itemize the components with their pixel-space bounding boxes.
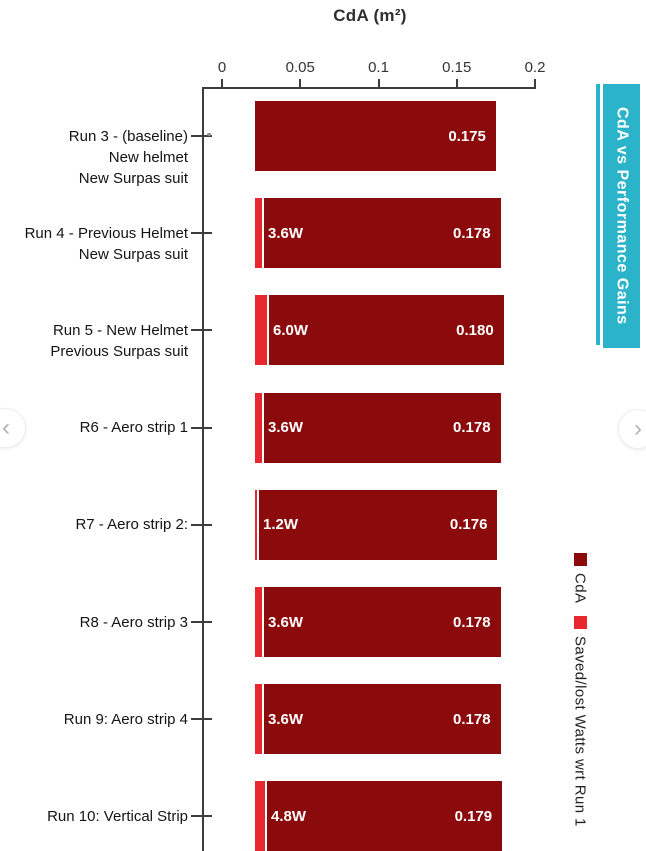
category-label: R6 - Aero strip 1: [0, 417, 188, 438]
watts-value-label: 4.8W: [271, 807, 307, 825]
watts-value-label: 3.6W: [268, 710, 304, 728]
category-label-line: New Surpas suit: [78, 245, 188, 263]
category-label: R7 - Aero strip 2:: [0, 514, 188, 535]
x-axis-tick: [299, 79, 302, 88]
y-axis-tick: [191, 815, 212, 818]
x-axis-tick: [534, 79, 536, 88]
cda-bar: 3.6W 0.178: [264, 392, 501, 463]
category-label-line: Run 4 - Previous Helmet: [24, 224, 188, 242]
chevron-right-icon: ›: [634, 415, 642, 442]
y-axis-tick: [191, 426, 212, 429]
carousel-prev-button[interactable]: ‹: [0, 408, 26, 448]
watts-value-label: 3.6W: [268, 419, 304, 437]
watts-bar: [255, 489, 257, 560]
category-label-line: Run 3 - (baseline): [68, 127, 188, 145]
zero-watt-marker: [207, 133, 211, 136]
x-axis-tick: [455, 79, 458, 88]
banner-text: CdA vs Performance Gains: [613, 107, 631, 325]
legend-swatch-cda: [573, 553, 587, 566]
cda-value-label: 0.179: [454, 807, 493, 825]
legend-swatch-watts: [573, 616, 587, 630]
category-label: R8 - Aero strip 3: [0, 612, 188, 633]
x-axis-tick-label: 0.1: [368, 59, 389, 76]
banner-accent-strip: [596, 84, 600, 345]
cda-bar: 1.2W 0.176: [259, 489, 498, 560]
banner: CdA vs Performance Gains: [603, 84, 640, 348]
chevron-left-icon: ‹: [2, 414, 10, 441]
watts-bar: [255, 392, 262, 463]
category-label: Run 9: Aero strip 4: [0, 709, 188, 730]
x-axis-tick-label: 0.2: [524, 59, 546, 76]
cda-bar: 6.0W 0.180: [269, 295, 504, 366]
y-axis-tick: [191, 523, 212, 526]
watts-value-label: 6.0W: [273, 321, 309, 339]
category-label-line: Run 10: Vertical Strip: [47, 807, 188, 825]
cda-bar: 3.6W 0.178: [264, 587, 501, 657]
cda-value-label: 0.175: [448, 127, 486, 145]
watts-value-label: 3.6W: [268, 613, 304, 631]
cda-value-label: 0.178: [453, 419, 491, 437]
cda-value-label: 0.180: [456, 321, 494, 339]
category-label-line: Run 5 - New Helmet: [52, 321, 188, 339]
category-label-line: New Surpas suit: [78, 169, 188, 187]
watts-bar: [255, 684, 262, 755]
category-label-line: R8 - Aero strip 3: [79, 613, 188, 631]
category-label-line: Run 9: Aero strip 4: [63, 710, 188, 728]
y-axis-tick: [191, 232, 212, 235]
x-axis-tick-label: 0.05: [285, 59, 315, 76]
watts-bar: [255, 198, 262, 269]
watts-bar: [255, 781, 265, 851]
chart-title: CdA (m²): [333, 6, 407, 25]
category-label: Run 10: Vertical Strip: [0, 806, 188, 827]
y-axis-line: [202, 87, 204, 851]
carousel-next-button[interactable]: ›: [618, 409, 646, 449]
cda-value-label: 0.178: [453, 710, 491, 728]
cda-value-label: 0.176: [449, 516, 488, 534]
x-axis-tick-label: 0: [217, 59, 227, 76]
watts-bar: [255, 587, 262, 657]
category-label-line: Previous Surpas suit: [50, 342, 188, 360]
category-label-line: R6 - Aero strip 1: [79, 419, 188, 437]
category-label-line: R7 - Aero strip 2:: [75, 516, 188, 534]
y-axis-tick: [191, 135, 212, 137]
category-label-line: New helmet: [108, 148, 188, 166]
category-label: Run 3 - (baseline) New helmet New Surpas s…: [0, 126, 188, 189]
legend-label-cda: CdA: [571, 573, 589, 604]
x-axis-line: [202, 87, 536, 89]
cda-bar: 0.175: [255, 101, 496, 171]
watts-bar: [255, 295, 267, 366]
cda-bar: 3.6W 0.178: [264, 198, 501, 269]
y-axis-tick: [191, 329, 212, 332]
cda-bar: 4.8W 0.179: [267, 781, 503, 851]
watts-value-label: 1.2W: [263, 516, 299, 534]
x-axis-tick-label: 0.15: [442, 59, 472, 76]
y-axis-tick: [191, 621, 212, 623]
category-label: Run 4 - Previous Helmet New Surpas suit: [0, 223, 188, 265]
y-axis-tick: [191, 718, 212, 721]
cda-value-label: 0.178: [453, 613, 491, 631]
watts-value-label: 3.6W: [268, 224, 304, 242]
x-axis-tick: [377, 79, 380, 88]
cda-value-label: 0.178: [453, 224, 491, 242]
cda-bar: 3.6W 0.178: [264, 684, 501, 755]
x-axis-tick: [221, 79, 223, 88]
legend-label-watts: Saved/lost Watts wrt Run 1: [571, 636, 589, 828]
category-label: Run 5 - New Helmet Previous Surpas suit: [0, 320, 188, 362]
legend: CdA Saved/lost Watts wrt Run 1: [567, 553, 593, 827]
